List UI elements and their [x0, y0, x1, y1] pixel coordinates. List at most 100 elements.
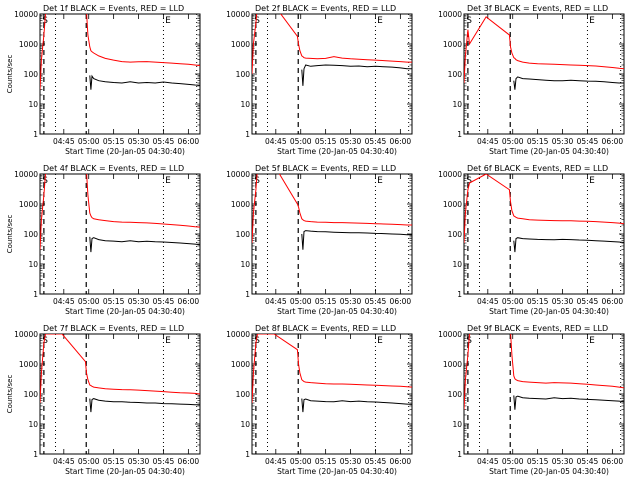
- x-tick-label: 04:45: [265, 297, 287, 306]
- y-tick-label: 100: [24, 230, 39, 239]
- y-tick-label: 10: [452, 260, 462, 269]
- series-line-lld: [40, 14, 200, 90]
- series-line-lld: [464, 174, 624, 244]
- y-tick-label: 1000: [231, 40, 250, 49]
- x-tick-label: 05:45: [365, 457, 387, 466]
- x-tick-label: 04:45: [477, 137, 499, 146]
- x-tick-label: 06:00: [178, 137, 200, 146]
- panel-6: Det 6f BLACK = Events, RED = LLD Start Ti…: [438, 164, 625, 316]
- start-marker-label: S: [42, 336, 48, 346]
- y-tick-label: 100: [448, 390, 463, 399]
- panel-4: Det 4f BLACK = Events, RED = LLD Start Ti…: [6, 164, 201, 316]
- series-line-lld: [464, 16, 624, 84]
- x-tick-label: 05:00: [290, 137, 312, 146]
- y-tick-label: 10: [28, 260, 38, 269]
- panel-8: Det 8f BLACK = Events, RED = LLD Start Ti…: [226, 324, 413, 476]
- x-tick-label: 04:45: [477, 457, 499, 466]
- plot-frame: [463, 13, 625, 135]
- end-marker-label: E: [165, 176, 171, 186]
- y-tick-label: 1000: [231, 360, 250, 369]
- y-tick-label: 1: [245, 290, 250, 299]
- y-tick-label: 10000: [438, 10, 462, 19]
- y-tick-label: 100: [448, 70, 463, 79]
- end-marker-label: E: [377, 336, 383, 346]
- plot-frame: [463, 173, 625, 295]
- y-tick-label: 10000: [226, 170, 250, 179]
- y-tick-label: 10: [28, 100, 38, 109]
- x-tick-label: 05:00: [502, 457, 524, 466]
- x-tick-label: 05:00: [78, 137, 100, 146]
- end-marker-label: E: [377, 16, 383, 26]
- chart-title: Det 7f BLACK = Events, RED = LLD: [43, 324, 184, 333]
- panel-2: Det 2f BLACK = Events, RED = LLD Start Ti…: [226, 4, 413, 156]
- series-line-events: [301, 230, 412, 250]
- series-line-lld: [252, 334, 412, 404]
- y-tick-label: 10: [452, 100, 462, 109]
- y-tick-label: 10000: [14, 170, 38, 179]
- y-tick-label: 10000: [438, 330, 462, 339]
- start-marker-label: S: [254, 176, 260, 186]
- x-tick-label: 05:45: [577, 137, 599, 146]
- chart-title: Det 8f BLACK = Events, RED = LLD: [255, 324, 396, 333]
- x-tick-label: 05:45: [577, 297, 599, 306]
- x-tick-label: 04:45: [53, 297, 75, 306]
- y-tick-label: 1: [33, 290, 38, 299]
- x-tick-label: 06:00: [602, 457, 624, 466]
- x-tick-label: 05:00: [290, 457, 312, 466]
- chart-title: Det 2f BLACK = Events, RED = LLD: [255, 4, 396, 13]
- x-tick-label: 05:30: [128, 457, 150, 466]
- x-tick-label: 05:00: [502, 137, 524, 146]
- chart-title: Det 6f BLACK = Events, RED = LLD: [467, 164, 608, 173]
- series-line-events: [89, 74, 200, 90]
- panel-3: Det 3f BLACK = Events, RED = LLD Start Ti…: [438, 4, 625, 156]
- x-tick-label: 05:30: [128, 297, 150, 306]
- y-tick-label: 1: [33, 450, 38, 459]
- x-axis-label: Start Time (20-Jan-05 04:30:40): [65, 307, 185, 316]
- x-tick-label: 05:15: [315, 457, 337, 466]
- series-line-events: [513, 237, 624, 253]
- x-tick-label: 05:15: [103, 137, 125, 146]
- y-tick-label: 100: [236, 230, 251, 239]
- end-marker-label: E: [165, 16, 171, 26]
- end-marker-label: E: [165, 336, 171, 346]
- start-marker-label: S: [254, 336, 260, 346]
- plot-frame: [463, 333, 625, 455]
- x-tick-label: 05:15: [527, 297, 549, 306]
- chart-title: Det 9f BLACK = Events, RED = LLD: [467, 324, 608, 333]
- series-line-events: [89, 236, 200, 253]
- x-tick-label: 06:00: [602, 297, 624, 306]
- y-tick-label: 1: [457, 290, 462, 299]
- x-tick-label: 04:45: [477, 297, 499, 306]
- x-tick-label: 06:00: [390, 297, 412, 306]
- x-axis-label: Start Time (20-Jan-05 04:30:40): [489, 467, 609, 476]
- x-axis-label: Start Time (20-Jan-05 04:30:40): [65, 467, 185, 476]
- x-tick-label: 05:30: [128, 137, 150, 146]
- x-tick-label: 05:30: [552, 137, 574, 146]
- y-tick-label: 10000: [14, 10, 38, 19]
- end-marker-label: E: [589, 336, 595, 346]
- y-tick-label: 1000: [443, 200, 462, 209]
- x-tick-label: 06:00: [178, 297, 200, 306]
- y-tick-label: 1000: [231, 200, 250, 209]
- x-tick-label: 05:15: [103, 457, 125, 466]
- y-tick-label: 10: [240, 420, 250, 429]
- plot-frame: [39, 173, 201, 295]
- x-tick-label: 05:30: [340, 297, 362, 306]
- x-axis-label: Start Time (20-Jan-05 04:30:40): [65, 147, 185, 156]
- x-axis-label: Start Time (20-Jan-05 04:30:40): [277, 467, 397, 476]
- y-tick-label: 10: [28, 420, 38, 429]
- start-marker-label: S: [466, 16, 472, 26]
- series-line-lld: [252, 14, 412, 75]
- y-tick-label: 100: [236, 70, 251, 79]
- x-tick-label: 06:00: [390, 457, 412, 466]
- start-marker-label: S: [254, 16, 260, 26]
- x-tick-label: 05:00: [290, 297, 312, 306]
- y-tick-label: 1000: [443, 40, 462, 49]
- y-tick-label: 10: [240, 260, 250, 269]
- panel-1: Det 1f BLACK = Events, RED = LLD Start Ti…: [6, 4, 201, 156]
- y-tick-label: 100: [448, 230, 463, 239]
- y-tick-label: 10: [452, 420, 462, 429]
- chart-title: Det 5f BLACK = Events, RED = LLD: [255, 164, 396, 173]
- plot-frame: [39, 333, 201, 455]
